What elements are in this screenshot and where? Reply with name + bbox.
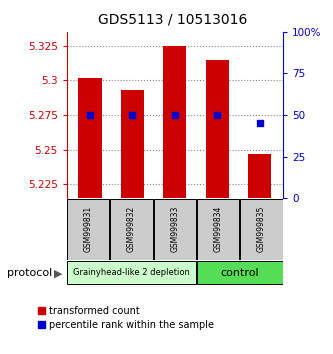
Text: protocol: protocol xyxy=(7,268,52,278)
Text: Grainyhead-like 2 depletion: Grainyhead-like 2 depletion xyxy=(73,268,190,277)
Bar xyxy=(110,199,153,259)
Text: GSM999834: GSM999834 xyxy=(213,206,223,252)
Bar xyxy=(67,199,110,259)
Text: control: control xyxy=(220,268,259,278)
Text: GSM999831: GSM999831 xyxy=(84,206,93,252)
Text: GDS5113 / 10513016: GDS5113 / 10513016 xyxy=(99,12,248,27)
Text: GSM999833: GSM999833 xyxy=(170,206,179,252)
Point xyxy=(87,112,93,118)
Bar xyxy=(240,199,283,259)
Bar xyxy=(121,90,144,198)
Bar xyxy=(78,78,102,198)
Point xyxy=(130,112,135,118)
Bar xyxy=(163,46,186,198)
Text: GSM999832: GSM999832 xyxy=(127,206,136,252)
Bar xyxy=(205,59,229,198)
Bar xyxy=(154,199,196,259)
Bar xyxy=(197,199,239,259)
Point xyxy=(214,112,220,118)
Point xyxy=(172,112,177,118)
Bar xyxy=(248,154,271,198)
Text: ▶: ▶ xyxy=(54,268,63,278)
Text: GSM999835: GSM999835 xyxy=(257,206,266,252)
Point xyxy=(257,120,262,126)
Legend: transformed count, percentile rank within the sample: transformed count, percentile rank withi… xyxy=(38,306,214,330)
Bar xyxy=(67,261,196,284)
Bar xyxy=(197,261,283,284)
